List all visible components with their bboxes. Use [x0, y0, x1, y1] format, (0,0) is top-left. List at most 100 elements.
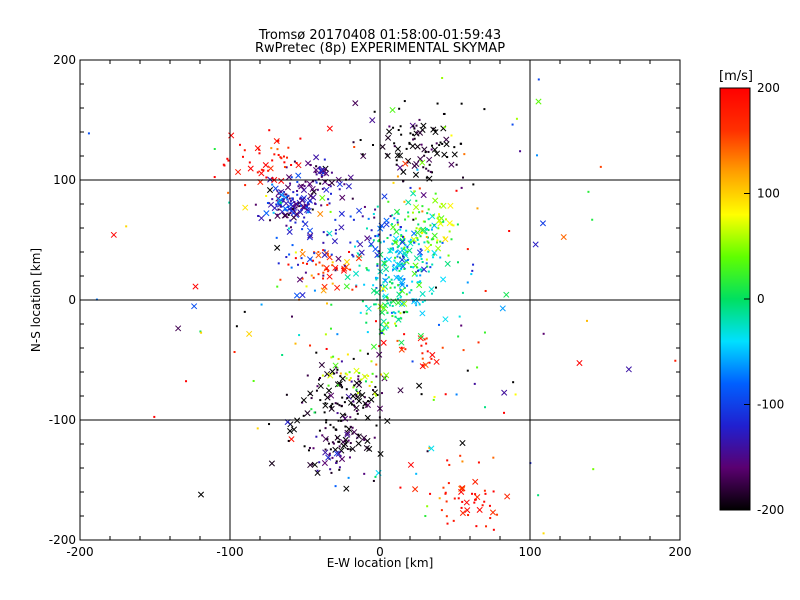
data-point: [334, 402, 337, 405]
data-point: [312, 276, 315, 279]
data-point: [388, 125, 391, 128]
data-point: [371, 372, 374, 375]
data-point-x: [345, 183, 352, 190]
data-point: [222, 163, 225, 166]
data-point: [432, 214, 435, 217]
data-point-x: [307, 390, 314, 397]
data-point-x: [499, 305, 506, 312]
data-point: [441, 241, 444, 244]
data-point-x: [364, 401, 371, 409]
data-point-x: [443, 141, 450, 148]
data-point: [330, 404, 333, 407]
data-point: [462, 349, 465, 352]
data-point-x: [431, 249, 438, 257]
data-point: [374, 208, 377, 211]
data-point: [260, 303, 263, 306]
data-point: [373, 303, 376, 306]
data-point: [398, 107, 401, 110]
data-point: [318, 378, 321, 381]
data-point-x: [299, 250, 306, 257]
data-point: [256, 427, 259, 430]
data-point: [408, 240, 411, 243]
data-point: [396, 211, 399, 214]
data-point-x: [504, 493, 511, 500]
data-point-x: [363, 444, 370, 452]
data-point: [356, 412, 359, 415]
data-point: [312, 447, 315, 450]
data-point: [419, 280, 422, 283]
data-point-x: [379, 143, 386, 150]
data-point: [404, 348, 407, 351]
data-point: [315, 389, 318, 392]
data-point: [383, 264, 386, 267]
data-point: [456, 223, 459, 226]
data-point: [420, 344, 423, 347]
data-point: [446, 459, 449, 462]
data-point: [388, 280, 391, 283]
data-point: [343, 264, 346, 267]
data-point: [443, 126, 446, 129]
data-point-x: [376, 351, 383, 358]
data-point: [330, 253, 333, 256]
data-point: [405, 310, 408, 313]
data-point: [382, 295, 385, 298]
data-point: [425, 232, 428, 235]
data-point: [414, 217, 417, 220]
data-point: [445, 500, 448, 503]
data-point: [355, 285, 358, 288]
data-point: [339, 375, 342, 378]
data-point: [325, 268, 328, 271]
data-point-x: [411, 162, 418, 169]
data-point: [426, 240, 429, 243]
data-point-x: [419, 159, 426, 166]
data-point: [453, 497, 456, 500]
data-point: [271, 198, 274, 201]
data-point: [471, 492, 474, 495]
data-point-x: [428, 445, 435, 452]
data-point: [537, 494, 540, 497]
data-point: [287, 146, 290, 149]
data-point: [373, 110, 376, 113]
data-point: [297, 202, 300, 205]
data-point-x: [323, 186, 330, 193]
data-point: [302, 261, 305, 264]
data-point: [403, 236, 406, 239]
data-point: [271, 183, 274, 186]
data-point: [338, 468, 341, 471]
data-point-x: [275, 190, 282, 197]
data-point-x: [274, 244, 281, 251]
data-point-x: [416, 382, 423, 389]
data-point: [403, 200, 406, 203]
data-point: [306, 374, 309, 377]
data-point-x: [368, 396, 375, 403]
data-point: [275, 203, 278, 206]
data-point: [374, 385, 377, 388]
data-point: [337, 419, 340, 422]
data-point: [329, 423, 332, 426]
data-point: [313, 411, 316, 414]
data-point-x: [343, 485, 350, 492]
data-point: [419, 248, 422, 251]
data-point-x: [436, 217, 443, 224]
data-point-x: [349, 445, 356, 452]
data-point: [415, 124, 418, 127]
data-point-x: [442, 316, 449, 323]
data-point: [406, 245, 409, 248]
data-point: [279, 201, 282, 204]
data-point: [399, 288, 402, 291]
data-point-x: [319, 194, 326, 201]
data-point: [310, 274, 313, 277]
y-tick-label: 100: [53, 173, 76, 187]
data-point: [317, 273, 320, 276]
data-point: [587, 190, 590, 193]
data-point: [288, 208, 291, 211]
data-point: [298, 205, 301, 208]
data-point: [334, 485, 337, 488]
data-point: [419, 268, 422, 271]
data-point: [257, 214, 260, 217]
data-point: [389, 301, 392, 304]
data-point: [359, 349, 362, 352]
data-point-x: [290, 426, 298, 433]
data-point: [367, 400, 370, 403]
data-point: [438, 205, 441, 208]
